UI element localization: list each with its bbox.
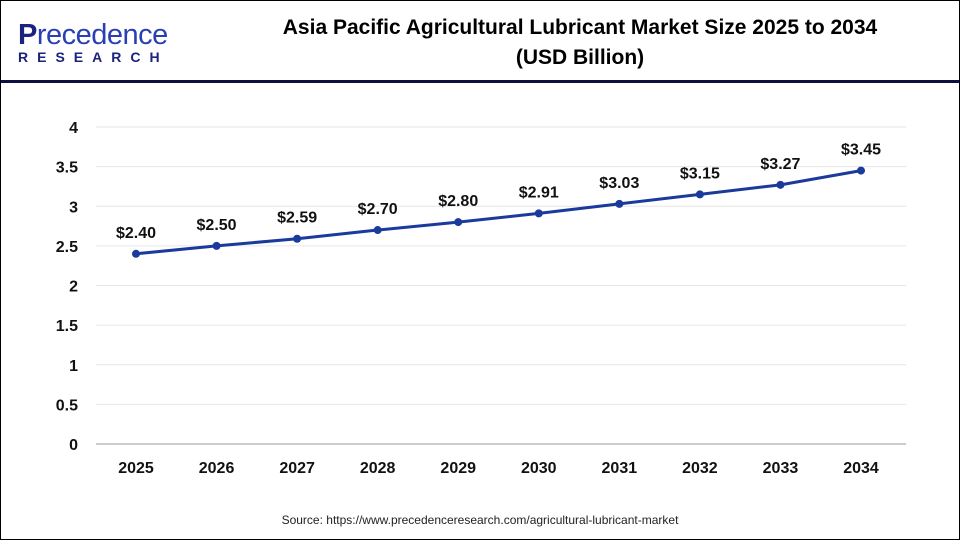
data-label: $2.91 (519, 184, 559, 201)
title-line-2: (USD Billion) (515, 46, 645, 69)
x-tick-label: 2028 (360, 460, 396, 477)
source-note: Source: https://www.precedenceresearch.c… (281, 513, 679, 527)
y-tick-label: 2.5 (56, 239, 78, 256)
data-label: $2.59 (277, 210, 317, 227)
data-label: $3.45 (841, 142, 881, 159)
x-tick-label: 2025 (118, 460, 154, 477)
y-tick-label: 3.5 (56, 160, 78, 177)
x-tick-label: 2032 (682, 460, 718, 477)
data-point (132, 249, 140, 258)
data-label: $3.15 (680, 165, 720, 182)
data-point (454, 218, 463, 227)
y-tick-label: 0.5 (56, 397, 78, 414)
x-tick-label: 2030 (521, 460, 557, 477)
logo-wordmark: recedence (36, 19, 168, 51)
data-label: $2.80 (438, 193, 478, 210)
data-label: $3.27 (760, 156, 800, 173)
x-tick-label: 2026 (199, 460, 235, 477)
y-tick-label: 2 (69, 279, 78, 296)
data-label: $2.40 (116, 225, 156, 242)
x-tick-label: 2031 (602, 460, 638, 477)
data-point (615, 199, 624, 208)
data-label: $3.03 (599, 175, 639, 192)
x-tick-label: 2027 (279, 460, 315, 477)
x-tick-label: 2033 (763, 460, 799, 477)
y-tick-label: 1.5 (56, 318, 78, 335)
x-tick-label: 2029 (440, 460, 476, 477)
title-line-1: Asia Pacific Agricultural Lubricant Mark… (282, 16, 878, 39)
precedence-research-logo: Precedence RESEARCH (18, 19, 169, 66)
data-point (212, 241, 221, 250)
data-point (695, 190, 704, 199)
series-line (135, 169, 862, 256)
data-label: $2.70 (358, 201, 398, 218)
chart-title: Asia Pacific Agricultural Lubricant Mark… (201, 13, 959, 73)
logo-initial: P (18, 19, 37, 51)
y-tick-label: 4 (69, 120, 78, 137)
data-point (857, 166, 865, 175)
data-point (776, 180, 785, 189)
header-divider (1, 80, 959, 83)
data-point (293, 234, 302, 243)
logo-subtitle: RESEARCH (18, 49, 169, 65)
data-label: $2.50 (197, 217, 237, 234)
y-tick-label: 3 (69, 199, 78, 216)
data-point (373, 226, 382, 235)
y-tick-label: 0 (69, 437, 78, 454)
x-tick-label: 2034 (843, 460, 879, 477)
data-point (534, 209, 543, 218)
y-tick-label: 1 (69, 358, 78, 375)
